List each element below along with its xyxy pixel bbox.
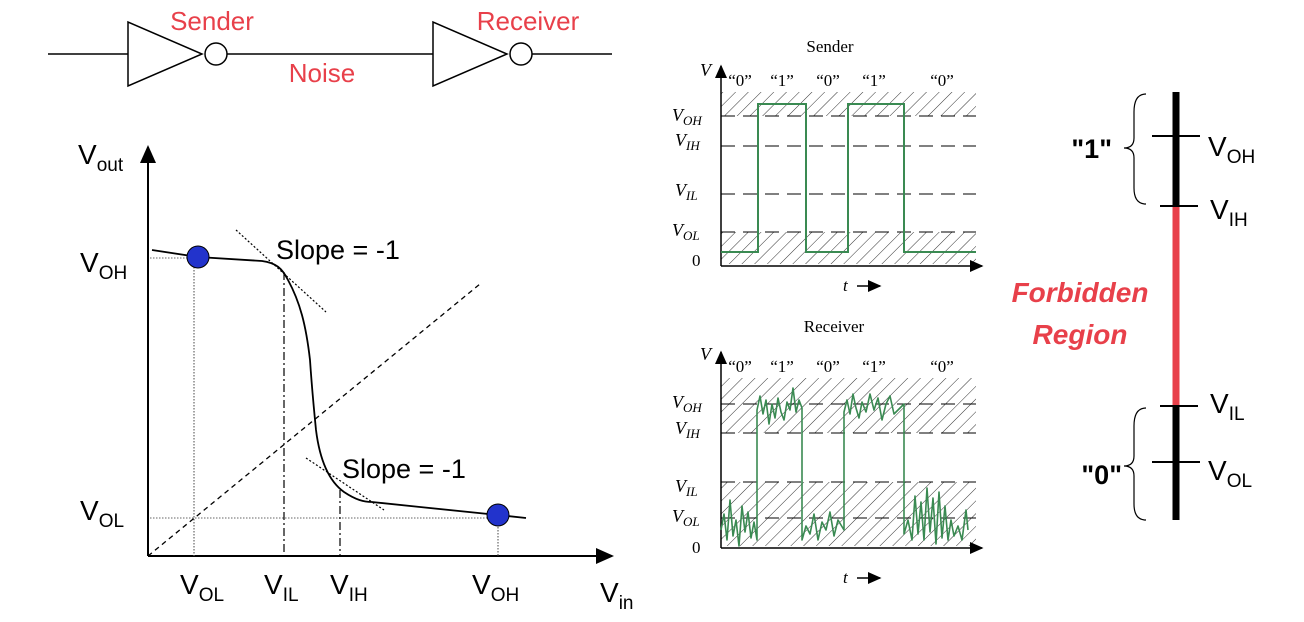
upper-tangent-line xyxy=(235,229,327,313)
sender-inverter-icon xyxy=(127,20,204,88)
sender-bubble xyxy=(204,42,228,66)
sender-bit-1: “1” xyxy=(770,71,794,90)
one-brace xyxy=(1123,93,1147,205)
receiver-bit-4: “0” xyxy=(930,357,954,376)
unity-gain-line xyxy=(147,283,481,557)
receiver-inverter-icon xyxy=(432,20,509,88)
sender-bit-4: “0” xyxy=(930,71,954,90)
slope-label-lower: Slope = -1 xyxy=(342,454,466,484)
slope-label-upper: Slope = -1 xyxy=(276,235,400,265)
receiver-bubble xyxy=(509,42,533,66)
x-tick-vih: VIH xyxy=(330,569,368,606)
transfer-curve xyxy=(151,249,527,519)
x-tick-voh: VOH xyxy=(472,569,519,606)
sender-t-label: t xyxy=(843,276,849,295)
receiver-zero: 0 xyxy=(692,538,701,557)
sender-waveform-plot: Sender V “0” “1” “0” “1” “0” VOH VIH VIL… xyxy=(672,37,984,295)
receiver-v-label: V xyxy=(700,344,713,364)
receiver-plot-title: Receiver xyxy=(804,317,865,336)
receiver-bit-2: “0” xyxy=(816,357,840,376)
receiver-bit-3: “1” xyxy=(862,357,886,376)
sender-plot-title: Sender xyxy=(806,37,854,56)
sender-bit-2: “0” xyxy=(816,71,840,90)
receiver-noisy-signal xyxy=(720,387,969,547)
receiver-waveform-plot: Receiver V “0” “1” “0” “1” “0” VOH VIH V… xyxy=(672,317,984,587)
receiver-level-vil: VIL xyxy=(675,476,698,499)
x-tick-vil: VIL xyxy=(264,569,299,606)
sender-zero: 0 xyxy=(692,251,701,270)
sender-label: Sender xyxy=(170,6,254,36)
scale-label-vol: VOL xyxy=(1208,455,1252,492)
y-axis-label: Vout xyxy=(78,139,124,176)
scale-label-vil: VIL xyxy=(1210,388,1245,425)
sender-level-voh: VOH xyxy=(672,105,702,128)
receiver-level-voh: VOH xyxy=(672,392,702,415)
receiver-level-vih: VIH xyxy=(675,418,700,441)
vtc-plot: Vout Vin VOH VOL VOL VIL VIH VOH Slope =… xyxy=(78,139,633,614)
sender-bit-0: “0” xyxy=(728,71,752,90)
logic-zero-label: "0" xyxy=(1081,460,1122,490)
scale-label-voh: VOH xyxy=(1208,131,1255,168)
vol-point xyxy=(486,503,510,527)
sender-v-label: V xyxy=(700,60,713,80)
inverter-chain: Sender Receiver Noise xyxy=(48,6,612,88)
forbidden-label-line2: Region xyxy=(1033,319,1128,350)
sender-bit-3: “1” xyxy=(862,71,886,90)
zero-brace xyxy=(1123,407,1147,521)
logic-one-label: "1" xyxy=(1071,134,1112,164)
receiver-t-label: t xyxy=(843,568,849,587)
noise-label: Noise xyxy=(289,58,355,88)
receiver-bit-0: “0” xyxy=(728,357,752,376)
y-tick-vol: VOL xyxy=(80,495,124,532)
voh-point xyxy=(186,245,210,269)
receiver-level-vol: VOL xyxy=(672,506,700,529)
x-axis-label: Vin xyxy=(600,577,633,614)
sender-level-vol: VOL xyxy=(672,220,700,243)
receiver-label: Receiver xyxy=(477,6,580,36)
sender-signal xyxy=(721,103,976,253)
forbidden-label-line1: Forbidden xyxy=(1012,277,1149,308)
scale-label-vih: VIH xyxy=(1210,194,1248,231)
x-tick-vol: VOL xyxy=(180,569,224,606)
logic-level-scale: VOH VIH VIL VOL "1" "0" Forbidden Region xyxy=(1012,92,1255,521)
y-tick-voh: VOH xyxy=(80,247,127,284)
sender-level-vil: VIL xyxy=(675,180,698,203)
receiver-bit-1: “1” xyxy=(770,357,794,376)
sender-level-vih: VIH xyxy=(675,130,700,153)
